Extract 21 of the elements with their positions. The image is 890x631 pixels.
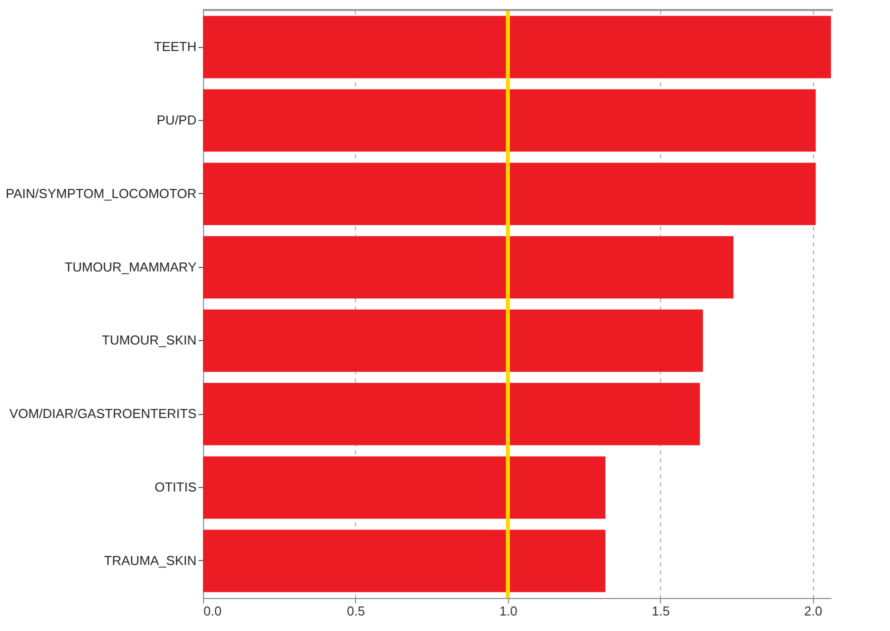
y-tick-label: PU/PD: [156, 112, 196, 128]
y-tick-label: VOM/DIAR/GASTROENTERITS: [9, 406, 197, 422]
y-tick-label: TUMOUR_SKIN: [102, 332, 196, 348]
bar: [203, 382, 700, 446]
bar: [203, 310, 703, 372]
bar: [203, 162, 816, 226]
x-tick-label: 0.0: [204, 604, 222, 618]
bar: [203, 236, 734, 298]
bar: [203, 456, 606, 519]
y-tick-label: OTITIS: [154, 480, 197, 495]
x-tick-label: 1.5: [652, 604, 670, 618]
x-tick-label: 2.0: [804, 604, 822, 618]
y-tick-label: TRAUMA_SKIN: [104, 552, 196, 568]
bar: [203, 89, 816, 152]
y-tick-label: TEETH: [154, 39, 196, 54]
x-tick-label: 1.0: [499, 604, 518, 618]
bar: [203, 16, 831, 78]
x-tick-label: 0.5: [346, 604, 365, 618]
y-tick-label: TUMOUR_MAMMARY: [64, 259, 197, 274]
bar: [203, 530, 606, 592]
y-tick-label: PAIN/SYMPTOM_LOCOMOTOR: [6, 186, 196, 201]
